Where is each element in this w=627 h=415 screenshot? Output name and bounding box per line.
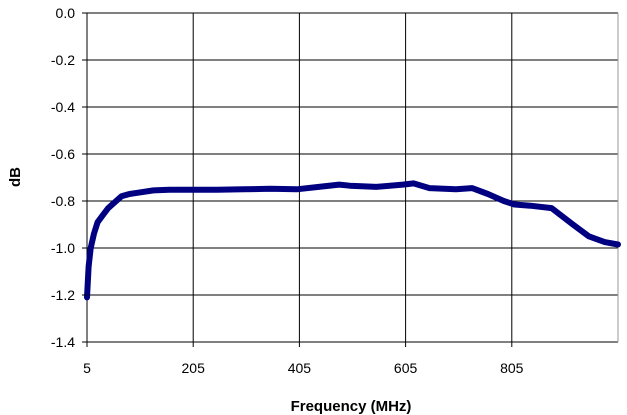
plot-area xyxy=(86,13,619,343)
x-axis-title: Frequency (MHz) xyxy=(291,398,412,415)
y-tick-label: -1.4 xyxy=(51,334,75,350)
y-axis-title: dB xyxy=(7,167,24,187)
y-tick-label: -1.0 xyxy=(51,240,75,256)
y-tick-label: -0.8 xyxy=(51,193,75,209)
y-tick-label: -0.6 xyxy=(51,146,75,162)
y-tick-label: -0.4 xyxy=(51,99,75,115)
x-tick-label: 205 xyxy=(182,360,206,376)
series-line xyxy=(84,180,621,301)
y-tick-label: 0.0 xyxy=(56,5,76,21)
x-tick-label: 5 xyxy=(83,360,91,376)
x-tick-label: 605 xyxy=(394,360,418,376)
y-axis-ticks: 0.0 -0.2 -0.4 -0.6 -0.8 -1.0 -1.2 -1.4 xyxy=(51,5,87,350)
x-axis-ticks: 5 205 405 605 805 xyxy=(83,342,524,376)
gridlines xyxy=(86,12,618,343)
y-tick-label: -1.2 xyxy=(51,287,75,303)
y-tick-label: -0.2 xyxy=(51,52,75,68)
x-tick-label: 405 xyxy=(288,360,312,376)
x-tick-label: 805 xyxy=(500,360,524,376)
data-series xyxy=(84,180,621,301)
